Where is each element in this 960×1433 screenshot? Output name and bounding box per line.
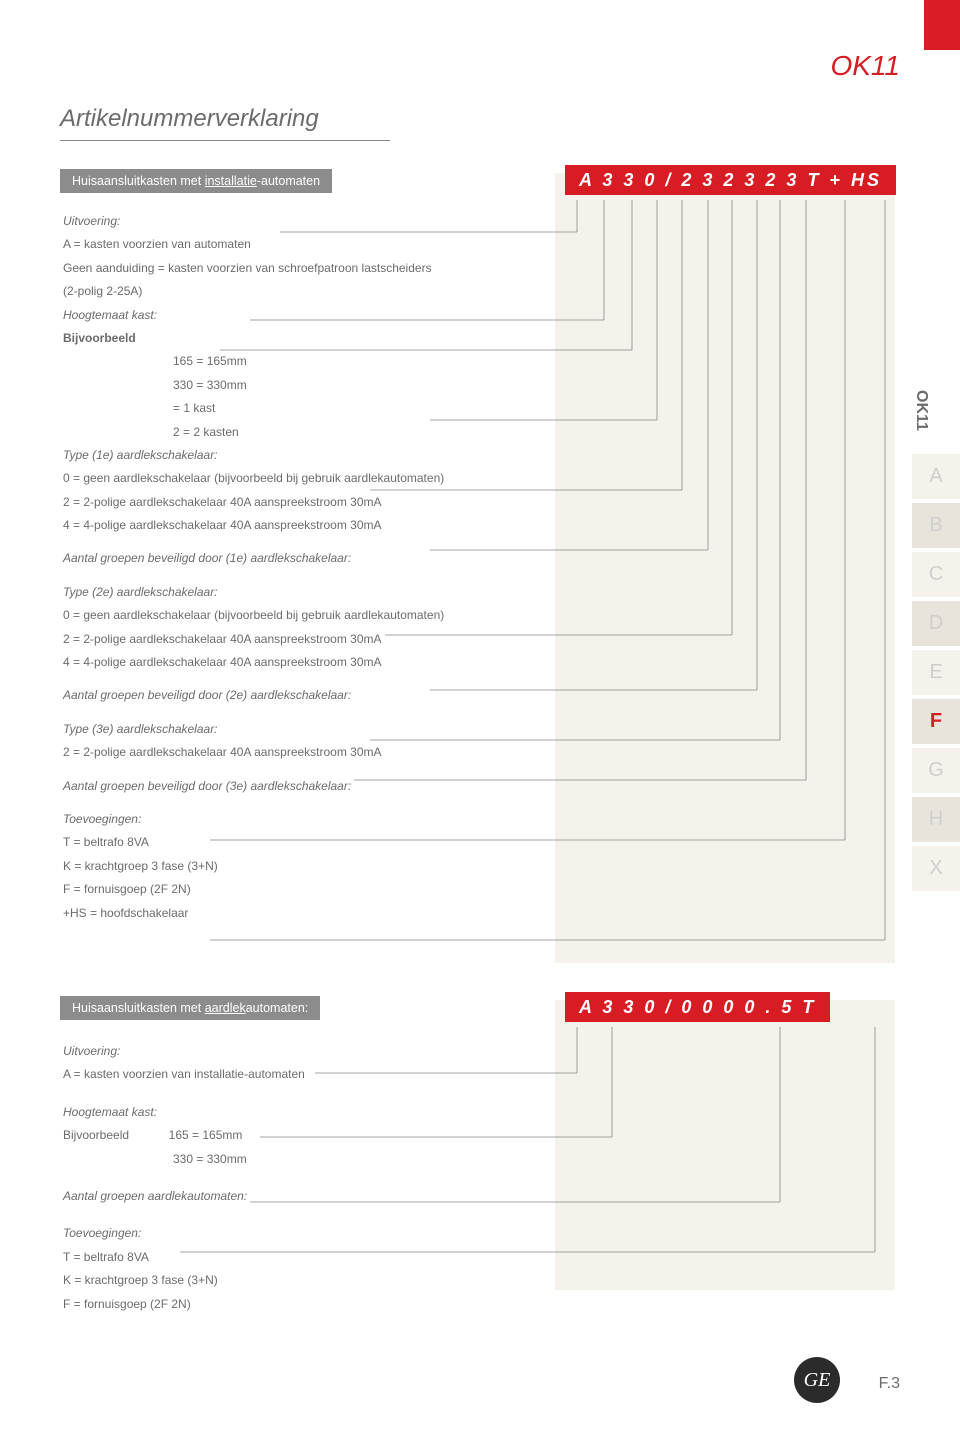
title-rule — [60, 140, 390, 141]
section2-header-prefix: Huisaansluitkasten met — [72, 1001, 205, 1015]
hoogtemaat-label: Hoogtemaat kast: — [60, 306, 160, 325]
section2-code-badge: A 3 3 0 / 0 0 0 0 . 5 T — [565, 992, 830, 1022]
s2-hoogtemaat-label: Hoogtemaat kast: — [60, 1103, 160, 1122]
side-tab-a[interactable]: A — [912, 454, 960, 499]
s2-aantal-label: Aantal groepen aardlekautomaten: — [60, 1187, 250, 1206]
corner-accent — [924, 0, 960, 50]
page-code: OK11 — [830, 50, 900, 82]
type2-label: Type (2e) aardlekschakelaar: — [60, 583, 221, 602]
uitvoering-item-1: Geen aanduiding = kasten voorzien van sc… — [60, 259, 435, 278]
s2-uitvoering-item: A = kasten voorzien van installatie-auto… — [60, 1065, 308, 1084]
side-tabs: OK11 A B C D E F G H X — [912, 370, 960, 895]
section2-header-suffix: automaten: — [246, 1001, 309, 1015]
s2-toevoegingen-item-0: T = beltrafo 8VA — [60, 1248, 152, 1267]
aantal3-label: Aantal groepen beveiligd door (3e) aardl… — [60, 777, 354, 796]
type2-item-0: 0 = geen aardlekschakelaar (bijvoorbeeld… — [60, 606, 447, 625]
type3-label: Type (3e) aardlekschakelaar: — [60, 720, 221, 739]
toevoegingen-item-2: F = fornuisgoep (2F 2N) — [60, 880, 194, 899]
page-title: Artikelnummerverklaring — [60, 105, 319, 133]
s2-toevoegingen-label: Toevoegingen: — [60, 1224, 144, 1243]
type1-item-2: 4 = 4-polige aardlekschakelaar 40A aansp… — [60, 516, 385, 535]
s2-toevoegingen-item-2: F = fornuisgoep (2F 2N) — [60, 1295, 194, 1314]
s2-uitvoering-label: Uitvoering: — [60, 1042, 123, 1061]
section1-header-suffix: -automaten — [257, 174, 320, 188]
toevoegingen-item-3: +HS = hoofdschakelaar — [60, 904, 191, 923]
aantal1-label: Aantal groepen beveiligd door (1e) aardl… — [60, 549, 354, 568]
side-tab-g[interactable]: G — [912, 748, 960, 793]
type1-item-1: 2 = 2-polige aardlekschakelaar 40A aansp… — [60, 493, 385, 512]
toevoegingen-item-1: K = krachtgroep 3 fase (3+N) — [60, 857, 221, 876]
type1-item-0: 0 = geen aardlekschakelaar (bijvoorbeeld… — [60, 469, 447, 488]
type1-label: Type (1e) aardlekschakelaar: — [60, 446, 221, 465]
side-tab-c[interactable]: C — [912, 552, 960, 597]
page-number: F.3 — [879, 1375, 900, 1393]
toevoegingen-label: Toevoegingen: — [60, 810, 144, 829]
section1-code-badge-wrap: A 3 3 0 / 2 3 2 3 2 3 T + HS — [565, 170, 896, 191]
section1-body: Uitvoering: A = kasten voorzien van auto… — [60, 210, 820, 925]
section1-code-badge: A 3 3 0 / 2 3 2 3 2 3 T + HS — [565, 165, 896, 195]
uitvoering-item-2: (2-polig 2-25A) — [60, 282, 145, 301]
section2-header: Huisaansluitkasten met aardlekautomaten: — [60, 996, 320, 1020]
section2-body: Uitvoering: A = kasten voorzien van inst… — [60, 1040, 820, 1316]
side-tab-e[interactable]: E — [912, 650, 960, 695]
bijvoorbeeld-label: Bijvoorbeeld — [60, 329, 139, 348]
s2-hoogtemaat-item-1: 330 = 330mm — [170, 1150, 250, 1169]
type2-item-2: 4 = 4-polige aardlekschakelaar 40A aansp… — [60, 653, 385, 672]
ge-logo-text: GE — [804, 1369, 831, 1392]
s2-bijvoorbeeld-label: Bijvoorbeeld — [60, 1126, 132, 1145]
uitvoering-item-0: A = kasten voorzien van automaten — [60, 235, 254, 254]
side-tab-h[interactable]: H — [912, 797, 960, 842]
section2-code-badge-wrap: A 3 3 0 / 0 0 0 0 . 5 T — [565, 997, 830, 1018]
ge-logo: GE — [794, 1357, 840, 1403]
side-tab-d[interactable]: D — [912, 601, 960, 646]
type3-item-0: 2 = 2-polige aardlekschakelaar 40A aansp… — [60, 743, 385, 762]
type2-item-1: 2 = 2-polige aardlekschakelaar 40A aansp… — [60, 630, 385, 649]
hoogtemaat-item-2: = 1 kast — [170, 399, 218, 418]
section1-header-underlined: installatie — [205, 174, 257, 188]
side-tab-ok11[interactable]: OK11 — [912, 370, 930, 450]
hoogtemaat-item-3: 2 = 2 kasten — [170, 423, 242, 442]
side-tab-b[interactable]: B — [912, 503, 960, 548]
section1-header: Huisaansluitkasten met installatie-autom… — [60, 169, 332, 193]
s2-toevoegingen-item-1: K = krachtgroep 3 fase (3+N) — [60, 1271, 221, 1290]
side-tab-f[interactable]: F — [912, 699, 960, 744]
aantal2-label: Aantal groepen beveiligd door (2e) aardl… — [60, 686, 354, 705]
toevoegingen-item-0: T = beltrafo 8VA — [60, 833, 152, 852]
s2-hoogtemaat-item-0: 165 = 165mm — [166, 1126, 246, 1145]
uitvoering-label: Uitvoering: — [60, 212, 123, 231]
section2-header-underlined: aardlek — [205, 1001, 246, 1015]
hoogtemaat-item-1: 330 = 330mm — [170, 376, 250, 395]
hoogtemaat-item-0: 165 = 165mm — [170, 352, 250, 371]
section1-header-prefix: Huisaansluitkasten met — [72, 174, 205, 188]
side-tab-x[interactable]: X — [912, 846, 960, 891]
